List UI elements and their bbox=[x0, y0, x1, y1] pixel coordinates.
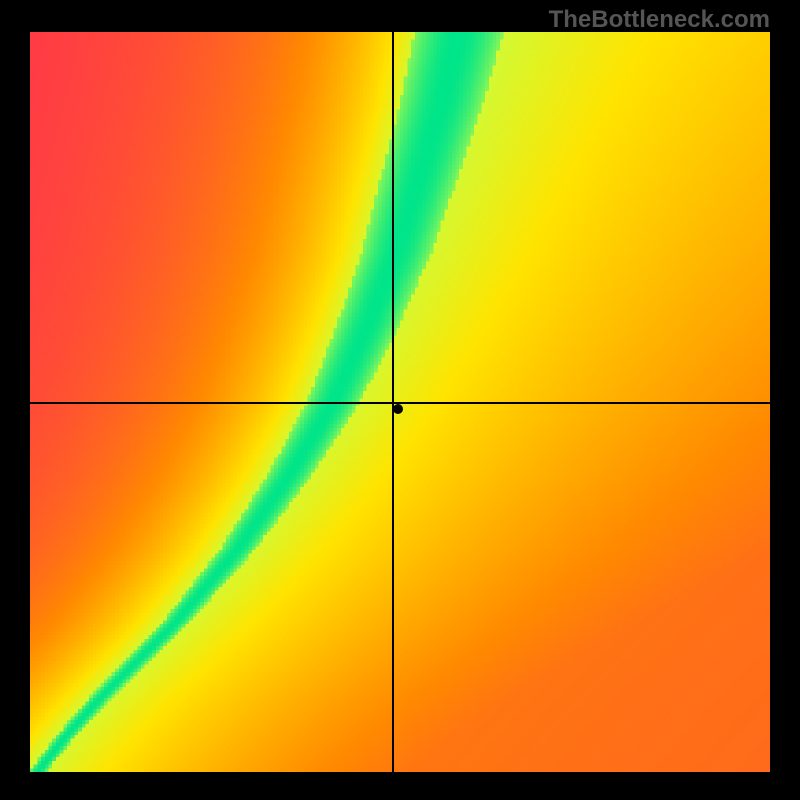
chart-stage: TheBottleneck.com bbox=[0, 0, 800, 800]
watermark-text: TheBottleneck.com bbox=[549, 6, 770, 34]
